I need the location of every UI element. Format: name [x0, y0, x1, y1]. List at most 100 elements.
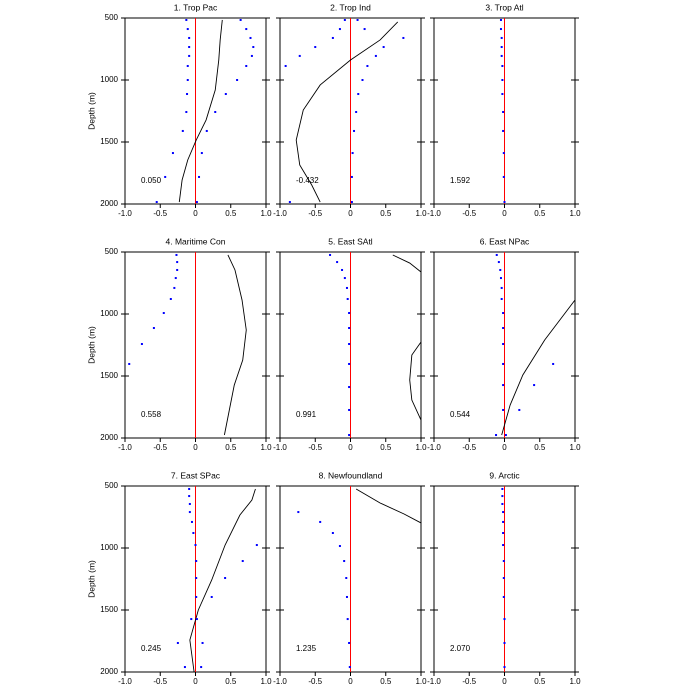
data-point: [188, 502, 191, 505]
data-point: [500, 54, 503, 57]
x-tick-label: 1.0: [415, 209, 427, 218]
x-tick-label: 1.0: [415, 677, 427, 686]
x-tick-label: -1.0: [118, 443, 132, 452]
y-tick-label: 500: [105, 481, 119, 490]
data-point: [194, 544, 197, 547]
data-point: [224, 93, 227, 96]
data-point: [502, 408, 505, 411]
y-tick-label: 2000: [100, 433, 118, 442]
x-tick-label: 0.5: [380, 209, 392, 218]
x-tick-label: 0.5: [225, 443, 237, 452]
data-point: [502, 544, 505, 547]
data-point: [195, 577, 198, 580]
data-point: [495, 253, 498, 256]
panel-title: 4. Maritime Con: [166, 236, 226, 246]
data-point: [499, 18, 502, 21]
data-point: [502, 384, 505, 387]
profile-line: [392, 254, 422, 421]
data-point: [252, 46, 255, 49]
x-tick-label: -0.5: [462, 677, 476, 686]
y-tick-label: 2000: [100, 199, 118, 208]
data-point: [241, 560, 244, 563]
data-point: [186, 79, 189, 81]
panel-annotation: 1.235: [296, 644, 317, 653]
data-point: [183, 666, 186, 669]
data-point: [502, 577, 505, 580]
y-tick-label: 500: [105, 13, 119, 22]
panel-title: 7. East SPac: [171, 470, 221, 480]
data-point: [502, 343, 505, 346]
panel-title: 6. East NPac: [480, 236, 530, 246]
data-point: [185, 18, 188, 21]
data-point: [350, 175, 353, 178]
data-point: [319, 520, 322, 523]
panel-title: 9. Arctic: [489, 470, 520, 480]
data-point: [338, 28, 341, 31]
data-point: [501, 93, 504, 96]
data-point: [343, 18, 346, 21]
x-tick-label: -0.5: [308, 443, 322, 452]
x-tick-label: 0.5: [534, 677, 546, 686]
x-tick-label: -1.0: [273, 677, 287, 686]
data-point: [345, 595, 348, 598]
profile-line: [178, 19, 223, 203]
data-point: [348, 666, 351, 669]
x-tick-label: 0: [502, 677, 507, 686]
panel-annotation: 0.558: [141, 410, 162, 419]
data-point: [497, 261, 500, 264]
data-point: [501, 487, 504, 490]
panel-annotation: -0.432: [296, 176, 319, 185]
data-point: [164, 175, 167, 178]
data-point: [350, 201, 353, 204]
data-point: [181, 129, 184, 132]
data-point: [503, 641, 506, 644]
x-tick-label: -1.0: [427, 209, 441, 218]
data-point: [351, 152, 354, 155]
data-point: [502, 595, 505, 598]
data-point: [336, 261, 339, 264]
data-point: [210, 595, 213, 598]
data-point: [500, 46, 503, 49]
y-tick-label: 1000: [100, 309, 118, 318]
data-point: [366, 64, 369, 67]
data-point: [348, 327, 351, 330]
data-point: [356, 18, 359, 21]
data-point: [176, 641, 179, 644]
data-point: [186, 93, 189, 96]
data-point: [348, 343, 351, 346]
profile-line: [355, 488, 422, 524]
data-point: [345, 286, 348, 289]
data-point: [502, 175, 505, 178]
data-point: [382, 46, 385, 49]
data-point: [341, 268, 344, 271]
data-point: [355, 110, 358, 113]
data-point: [329, 253, 332, 256]
profile-line: [295, 21, 399, 203]
data-point: [171, 152, 174, 155]
x-tick-label: -0.5: [462, 443, 476, 452]
data-point: [162, 312, 165, 315]
data-point: [348, 434, 351, 437]
data-point: [195, 201, 198, 204]
data-point: [195, 618, 198, 621]
data-point: [348, 312, 351, 315]
panel-annotation: 0.050: [141, 176, 162, 185]
data-point: [343, 277, 346, 280]
x-tick-label: 0.5: [534, 209, 546, 218]
data-point: [501, 64, 504, 67]
data-point: [190, 618, 193, 621]
x-tick-label: -0.5: [462, 209, 476, 218]
x-tick-label: -1.0: [427, 443, 441, 452]
panel-title: 3. Trop Atl: [485, 2, 523, 12]
data-point: [502, 560, 505, 563]
data-point: [249, 36, 252, 39]
data-point: [186, 64, 189, 67]
x-tick-label: 1.0: [569, 677, 581, 686]
panel-title: 5. East SAtl: [328, 236, 373, 246]
y-tick-label: 1000: [100, 75, 118, 84]
data-point: [236, 79, 239, 81]
data-point: [499, 268, 502, 271]
data-point: [348, 362, 351, 365]
x-tick-label: -1.0: [118, 209, 132, 218]
data-point: [176, 261, 179, 264]
